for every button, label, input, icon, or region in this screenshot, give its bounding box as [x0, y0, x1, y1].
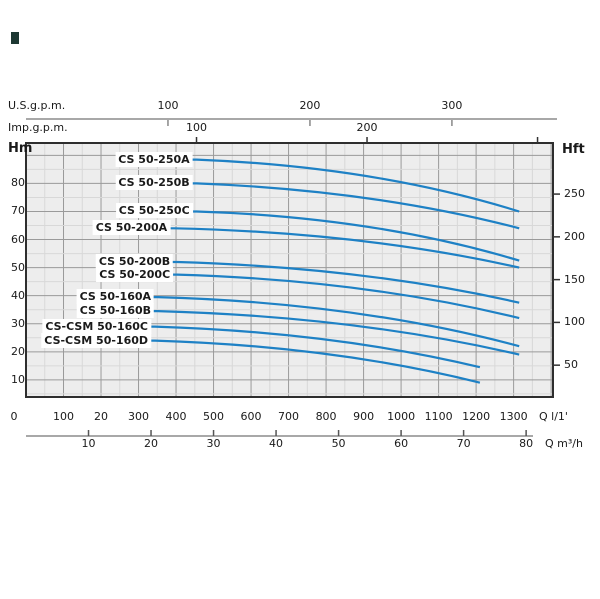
flow-l-min-tick-900: 900	[353, 410, 375, 423]
head-ft-tick-150: 150	[564, 272, 585, 286]
flow-m3h-tick-30: 30	[206, 437, 221, 450]
head-m-tick-80: 80	[11, 176, 25, 190]
flow-l-min-tick-500: 500	[203, 410, 225, 423]
us-gpm-tick-100: 100	[157, 99, 179, 112]
curve-cs-50-250c	[190, 210, 520, 262]
head-m-tick-60: 60	[11, 232, 25, 246]
us-gpm-axis-label: U.S.g.p.m.	[8, 99, 66, 112]
head-ft-axis-label: Hft	[562, 142, 585, 157]
curve-label-cs-50-250c: CS 50-250C	[115, 203, 193, 219]
flow-m3h-tick-10: 10	[81, 437, 96, 450]
curve-label-cs-50-200c: CS 50-200C	[96, 266, 174, 282]
curve-cs-50-200c	[171, 273, 520, 320]
flow-l-min-tick-0: 0	[10, 410, 18, 423]
head-m-tick-20: 20	[11, 344, 25, 358]
curve-label-cs-50-200b: CS 50-200B	[95, 254, 174, 269]
flow-l-min-tick-300: 300	[128, 410, 150, 423]
flow-l-min-axis-label: Q l/1'	[539, 410, 568, 423]
curve-cs-50-200b	[171, 260, 520, 304]
curve-label-cs-csm-50-160c: CS-CSM 50-160C	[42, 318, 152, 334]
head-ft-tick-200: 200	[564, 229, 585, 243]
flow-l-min-tick-100: 100	[53, 410, 74, 423]
flow-l-min-tick-1200: 1200	[462, 410, 491, 423]
curve-cs-50-250b	[190, 182, 520, 230]
imp-gpm-axis-label: Imp.g.p.m.	[8, 121, 68, 134]
curve-label-cs-50-250a: CS 50-250A	[115, 151, 193, 167]
head-m-tick-30: 30	[11, 316, 25, 330]
imp-gpm-tick-200: 200	[356, 121, 378, 134]
flow-m3h-axis-label: Q m³/h	[545, 437, 583, 450]
imp-gpm-tick-100: 100	[186, 121, 207, 134]
head-m-tick-70: 70	[11, 204, 25, 218]
curve-label-cs-50-250b: CS 50-250B	[115, 175, 193, 191]
flow-l-min-tick-1000: 1000	[387, 410, 416, 423]
head-m-tick-50: 50	[11, 260, 25, 274]
flow-l-min-tick-200: 20	[94, 410, 109, 423]
curve-cs-50-250a	[190, 158, 520, 213]
curve-label-cs-50-200a: CS 50-200A	[92, 220, 171, 236]
flow-l-min-tick-400: 400	[165, 410, 187, 423]
head-m-axis-label: Hm	[8, 141, 33, 156]
head-m-tick-40: 40	[11, 288, 25, 302]
curve-cs-50-160b	[152, 310, 520, 356]
curve-cs-csm-50-160c	[149, 325, 481, 369]
curve-label-cs-50-160b: CS 50-160B	[76, 303, 155, 319]
curve-label-cs-csm-50-160d: CS-CSM 50-160D	[41, 332, 152, 348]
flow-m3h-tick-80: 80	[519, 437, 534, 450]
curve-cs-50-200a	[168, 227, 520, 269]
flow-m3h-tick-40: 40	[269, 437, 284, 450]
flow-m3h-tick-60: 60	[394, 437, 409, 450]
curve-cs-csm-50-160d	[149, 339, 481, 384]
flow-l-min-tick-600: 600	[240, 410, 262, 423]
us-gpm-tick-300: 300	[441, 99, 463, 112]
flow-l-min-tick-1100: 1100	[424, 410, 453, 423]
flow-l-min-tick-1300: 1300	[499, 410, 528, 423]
curve-label-cs-50-160a: CS 50-160A	[76, 289, 155, 305]
flow-m3h-tick-70: 70	[456, 437, 471, 450]
head-ft-tick-250: 250	[564, 187, 585, 201]
head-ft-tick-50: 50	[564, 358, 578, 372]
head-m-tick-10: 10	[11, 372, 25, 386]
curve-cs-50-160a	[152, 296, 520, 348]
flow-l-min-tick-700: 700	[278, 410, 300, 423]
flow-l-min-tick-800: 800	[315, 410, 337, 423]
flow-m3h-tick-50: 50	[331, 437, 346, 450]
head-ft-tick-100: 100	[564, 315, 585, 329]
corner-mark	[11, 32, 19, 44]
us-gpm-tick-200: 200	[299, 99, 321, 112]
flow-m3h-tick-20: 20	[144, 437, 159, 450]
